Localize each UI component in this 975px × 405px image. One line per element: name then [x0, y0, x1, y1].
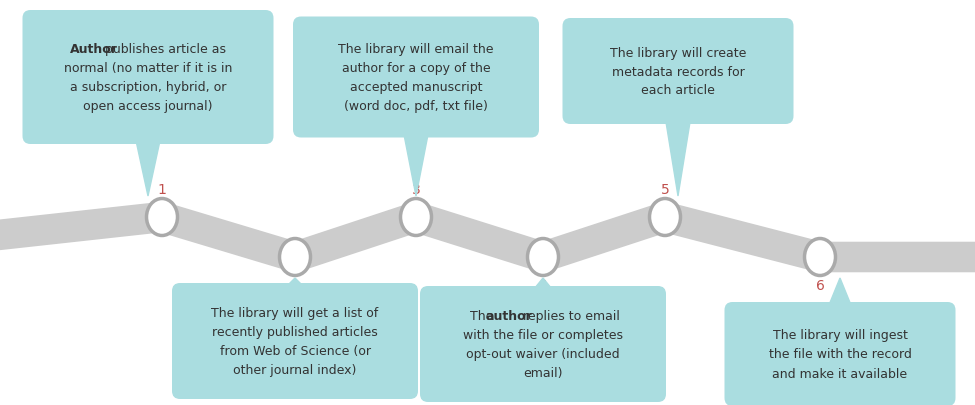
Ellipse shape: [649, 199, 681, 236]
Text: other journal index): other journal index): [233, 363, 357, 376]
Text: recently published articles: recently published articles: [213, 325, 378, 338]
Ellipse shape: [404, 202, 428, 232]
Ellipse shape: [401, 199, 432, 236]
Text: 2: 2: [291, 278, 299, 292]
Text: Author: Author: [69, 43, 117, 56]
Text: with the file or completes: with the file or completes: [463, 328, 623, 341]
Text: publishes article as: publishes article as: [101, 43, 226, 56]
Text: and make it available: and make it available: [772, 367, 908, 379]
Text: opt-out waiver (included: opt-out waiver (included: [466, 347, 620, 360]
Text: from Web of Science (or: from Web of Science (or: [219, 344, 370, 357]
Ellipse shape: [280, 239, 310, 276]
Text: normal (no matter if it is in: normal (no matter if it is in: [63, 62, 232, 75]
FancyBboxPatch shape: [293, 17, 539, 138]
Ellipse shape: [804, 239, 836, 276]
Text: 3: 3: [411, 183, 420, 196]
Text: 1: 1: [158, 183, 167, 196]
Text: The library will email the: The library will email the: [338, 43, 493, 56]
Text: 5: 5: [661, 183, 670, 196]
FancyBboxPatch shape: [420, 286, 666, 402]
FancyBboxPatch shape: [563, 19, 794, 125]
Ellipse shape: [531, 243, 555, 272]
FancyBboxPatch shape: [172, 284, 418, 399]
Text: (word doc, pdf, txt file): (word doc, pdf, txt file): [344, 100, 488, 113]
Ellipse shape: [146, 199, 177, 236]
Text: the file with the record: the file with the record: [768, 347, 912, 360]
Text: The: The: [470, 309, 497, 322]
Polygon shape: [530, 278, 556, 294]
Text: 6: 6: [815, 278, 825, 292]
Text: The library will get a list of: The library will get a list of: [212, 306, 378, 319]
Text: metadata records for: metadata records for: [611, 65, 744, 78]
Ellipse shape: [653, 202, 677, 232]
FancyBboxPatch shape: [22, 11, 274, 145]
Text: email): email): [524, 366, 563, 379]
Text: a subscription, hybrid, or: a subscription, hybrid, or: [70, 81, 226, 94]
Ellipse shape: [283, 243, 307, 272]
Text: accepted manuscript: accepted manuscript: [350, 81, 483, 94]
Text: open access journal): open access journal): [83, 100, 213, 113]
Text: The library will create: The library will create: [609, 47, 746, 60]
Text: replies to email: replies to email: [519, 309, 619, 322]
Text: author for a copy of the: author for a copy of the: [341, 62, 490, 75]
Polygon shape: [665, 117, 691, 196]
Ellipse shape: [527, 239, 559, 276]
Text: The library will ingest: The library will ingest: [772, 329, 908, 342]
Text: author: author: [486, 309, 532, 322]
Polygon shape: [827, 278, 853, 310]
Text: 4: 4: [538, 278, 547, 292]
Ellipse shape: [808, 243, 832, 272]
Polygon shape: [403, 130, 429, 196]
Text: each article: each article: [642, 84, 715, 97]
Polygon shape: [135, 136, 161, 196]
Polygon shape: [282, 278, 308, 291]
Ellipse shape: [150, 202, 174, 232]
FancyBboxPatch shape: [724, 302, 956, 405]
